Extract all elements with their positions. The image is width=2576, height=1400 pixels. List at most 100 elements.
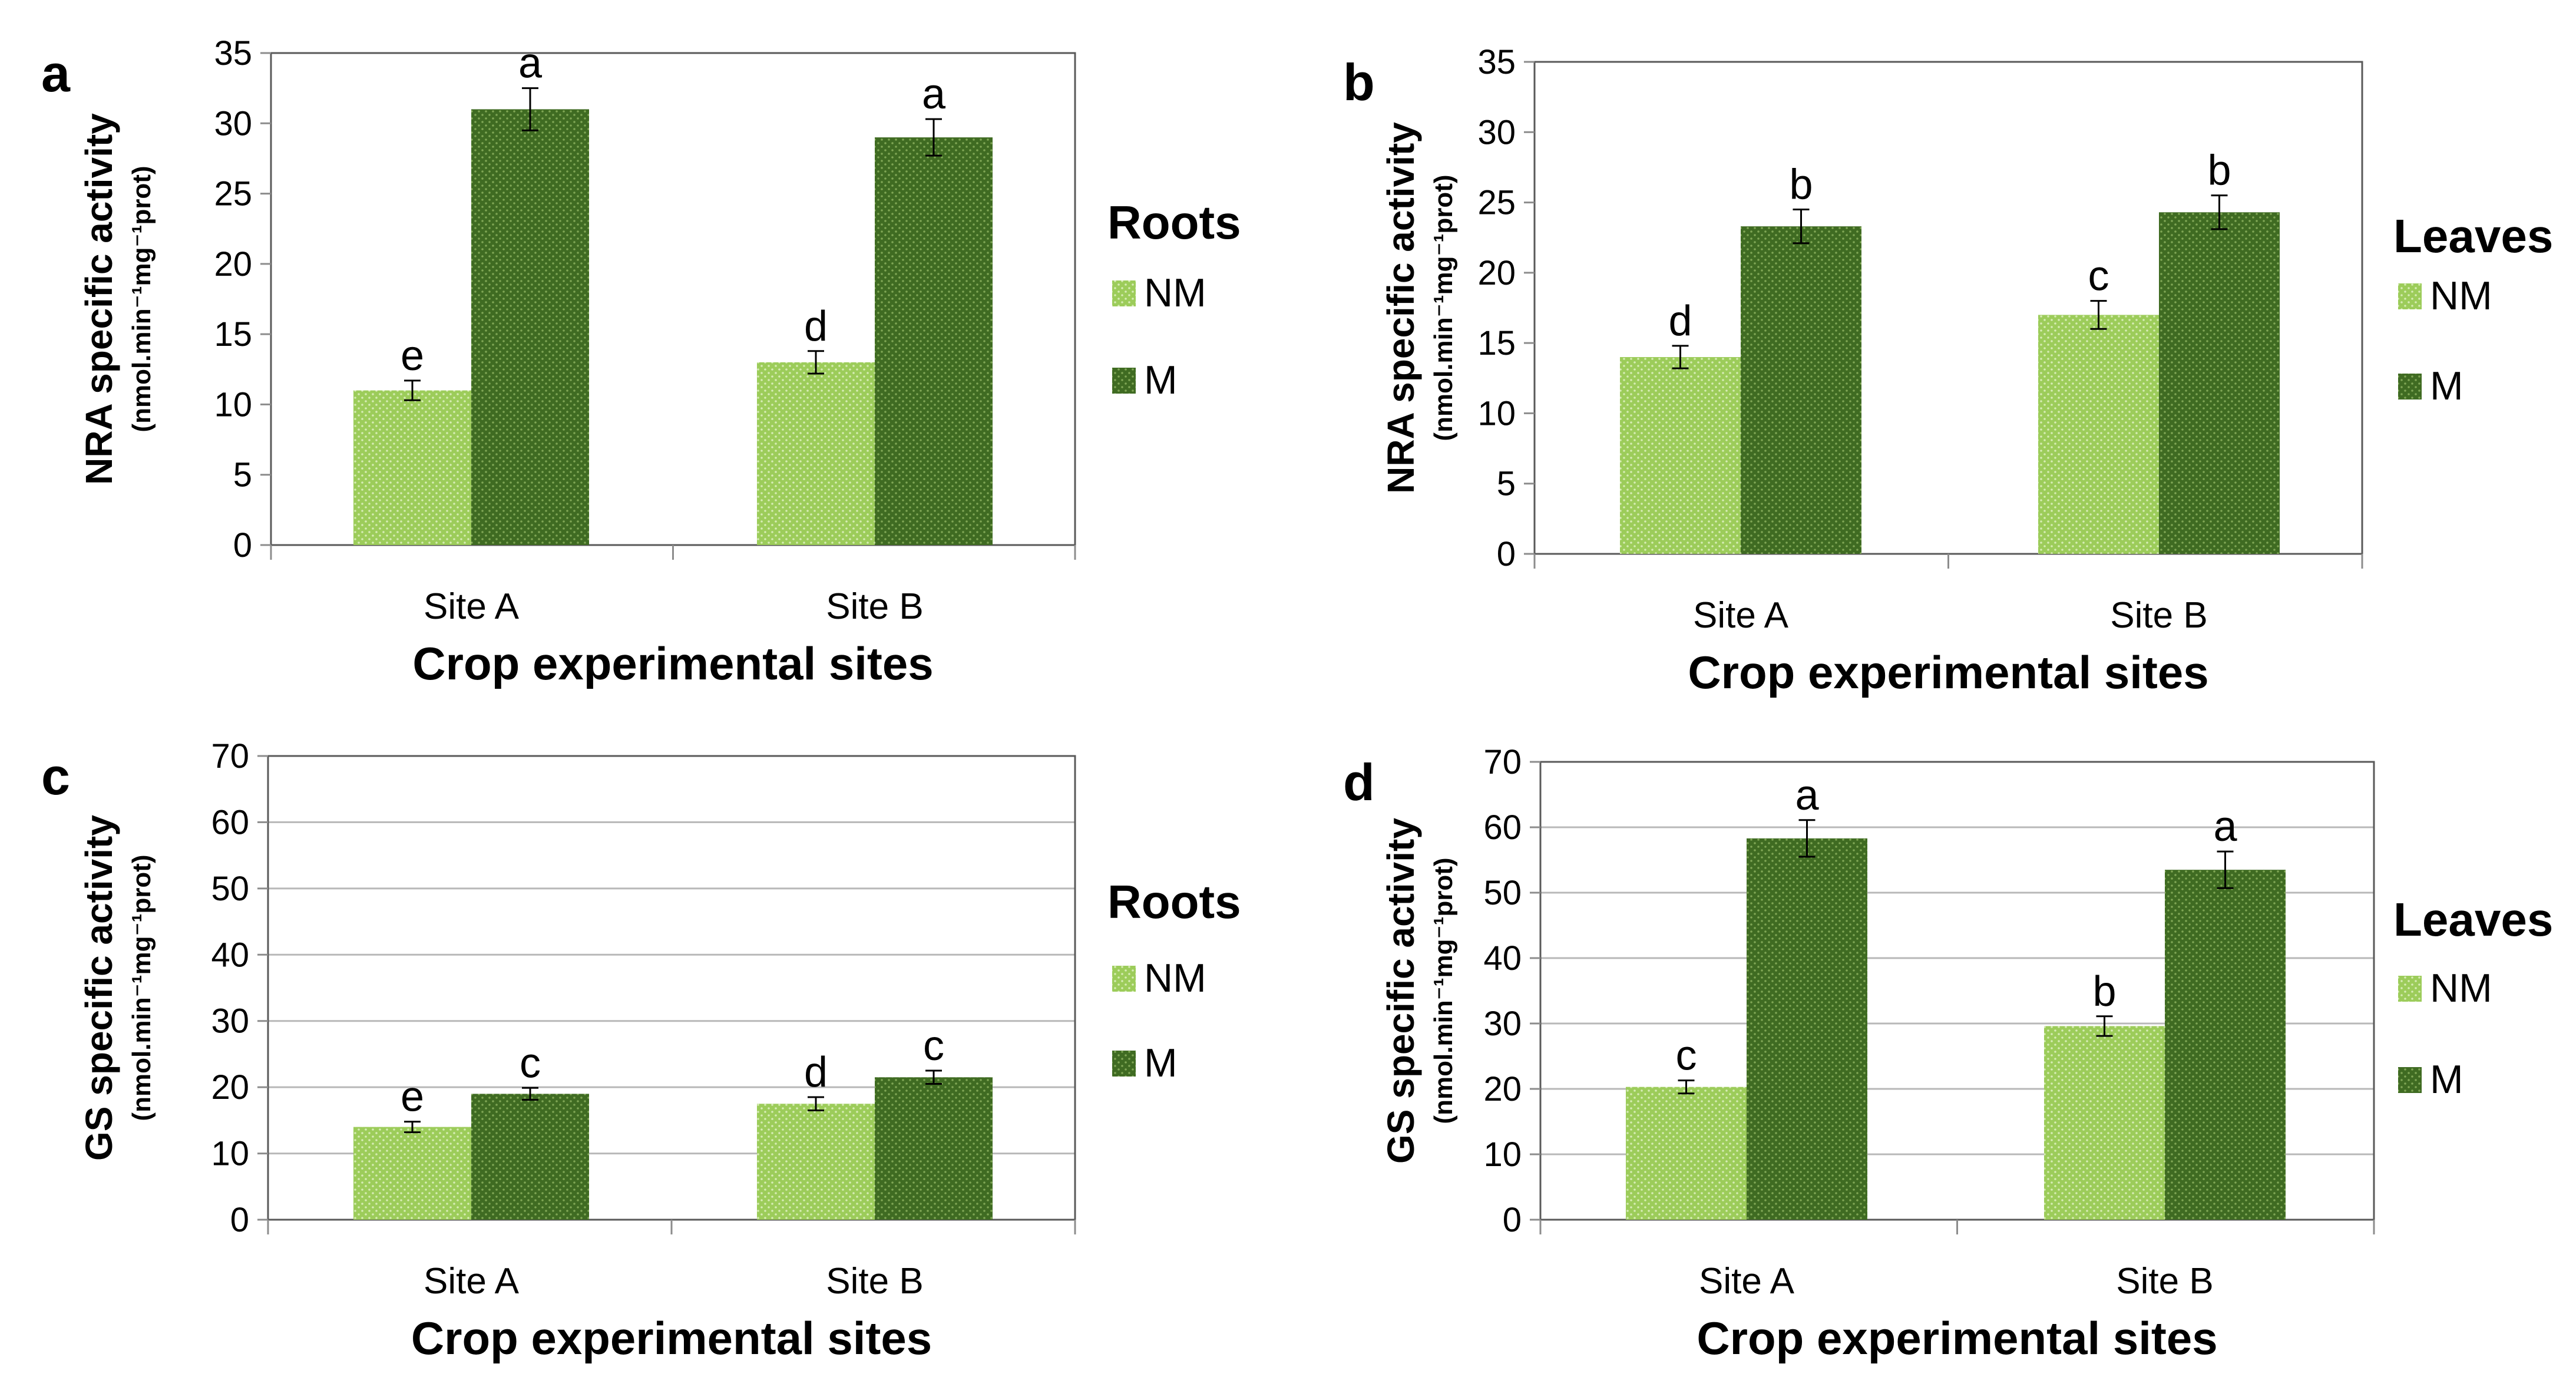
y-tick-label: 50 (1483, 874, 1522, 912)
panel-letter: b (1343, 53, 1375, 111)
significance-letter: c (923, 1022, 944, 1069)
chart-panel-d: d 0 10 20 30 40 50 60 70 Site A Site B Crop experim… (1343, 743, 2553, 1364)
bar-m-1 (2159, 212, 2280, 554)
y-tick-label: 20 (211, 1068, 249, 1107)
legend: Roots NM M (1107, 876, 1241, 1085)
y-tick-label: 15 (1477, 324, 1516, 362)
y-tick-label: 0 (1503, 1201, 1522, 1239)
x-axis-title: Crop experimental sites (411, 1312, 932, 1364)
x-axis-title: Crop experimental sites (1688, 646, 2208, 698)
legend-label-m: M (2430, 364, 2463, 408)
legend-swatch-m (1112, 1051, 1136, 1077)
x-tick-label: Site B (2116, 1261, 2213, 1302)
legend-swatch-m (2398, 374, 2422, 399)
panel-letter: c (41, 747, 70, 805)
y-axis-unit: (nmol.min⁻¹mg⁻¹prot) (1429, 857, 1458, 1124)
y-tick-label: 70 (211, 737, 249, 775)
legend-swatch-nm (2398, 283, 2422, 309)
y-tick-label: 35 (1477, 43, 1516, 81)
y-tick-label: 15 (214, 315, 252, 354)
chart-panel-b: b 0 5 10 15 20 25 30 35 Site A Site B Crop experime… (1343, 43, 2553, 698)
x-tick-label: Site B (826, 1261, 923, 1302)
y-axis-title: NRA specific activity (78, 113, 120, 485)
legend-title: Roots (1107, 196, 1241, 249)
legend-title: Leaves (2393, 210, 2553, 262)
x-axis-title: Crop experimental sites (412, 638, 933, 689)
bar-nm-0 (1626, 1087, 1747, 1220)
chart-panel-a: a 0 5 10 15 20 25 30 35 Site A Site B Crop experime… (41, 34, 1241, 689)
y-axis-title: GS specific activity (1380, 818, 1422, 1164)
legend-label-nm: NM (1144, 270, 1206, 315)
legend-title: Roots (1107, 876, 1241, 928)
y-tick-label: 5 (233, 456, 252, 494)
legend-swatch-nm (1112, 966, 1136, 992)
y-tick-label: 30 (214, 104, 252, 143)
bar-m-0 (1747, 838, 1867, 1220)
y-axis-unit: (nmol.min⁻¹mg⁻¹prot) (127, 166, 156, 432)
legend-label-nm: NM (2430, 273, 2492, 318)
legend-label-nm: NM (1144, 956, 1206, 1001)
legend-swatch-m (1112, 368, 1136, 394)
y-tick-label: 20 (1483, 1070, 1522, 1108)
legend: Roots NM M (1107, 196, 1241, 402)
significance-letter: d (804, 303, 828, 350)
significance-letter: a (922, 71, 946, 118)
x-tick-label: Site A (424, 586, 520, 627)
legend-label-nm: NM (2430, 966, 2492, 1011)
y-tick-label: 25 (214, 175, 252, 213)
y-tick-label: 30 (1483, 1005, 1522, 1043)
significance-letter: a (2213, 803, 2237, 850)
y-tick-label: 5 (1497, 465, 1516, 503)
legend: Leaves NM M (2393, 893, 2553, 1102)
y-tick-label: 70 (1483, 743, 1522, 781)
x-tick-label: Site B (826, 586, 923, 627)
bar-m-1 (875, 1077, 993, 1220)
x-tick-label: Site A (1699, 1261, 1795, 1302)
bar-nm-1 (2038, 315, 2159, 554)
bar-nm-0 (353, 1127, 471, 1220)
y-tick-label: 35 (214, 34, 252, 72)
y-axis-unit: (nmol.min⁻¹mg⁻¹prot) (127, 854, 156, 1121)
significance-letter: a (518, 40, 543, 87)
y-tick-label: 20 (214, 245, 252, 283)
y-tick-label: 50 (211, 870, 249, 908)
y-tick-label: 0 (233, 526, 252, 564)
legend-title: Leaves (2393, 893, 2553, 946)
bar-nm-0 (353, 390, 471, 545)
x-tick-label: Site B (2110, 595, 2207, 636)
y-axis-unit: (nmol.min⁻¹mg⁻¹prot) (1429, 174, 1458, 441)
bar-nm-1 (2044, 1026, 2165, 1220)
significance-letter: c (1676, 1032, 1697, 1079)
y-tick-label: 30 (1477, 113, 1516, 151)
significance-letter: d (804, 1049, 828, 1096)
panel-letter: a (41, 44, 71, 103)
y-tick-label: 0 (230, 1201, 249, 1239)
legend-swatch-m (2398, 1067, 2422, 1093)
bar-m-0 (471, 109, 589, 545)
y-tick-label: 20 (1477, 254, 1516, 292)
legend: Leaves NM M (2393, 210, 2553, 408)
bar-m-1 (875, 137, 993, 546)
panel-letter: d (1343, 753, 1375, 811)
significance-letter: b (2207, 147, 2231, 194)
significance-letter: c (520, 1039, 541, 1087)
bar-nm-0 (1620, 357, 1741, 554)
chart-panel-c: c 0 10 20 30 40 50 60 70 Site A Site B Crop experim… (41, 737, 1241, 1364)
legend-label-m: M (2430, 1057, 2463, 1102)
bar-m-1 (2165, 870, 2286, 1220)
y-tick-label: 10 (211, 1135, 249, 1173)
y-axis-title: NRA specific activity (1380, 122, 1422, 494)
bar-m-0 (471, 1094, 589, 1220)
y-tick-label: 60 (1483, 808, 1522, 847)
legend-swatch-nm (1112, 280, 1136, 306)
y-tick-label: 25 (1477, 184, 1516, 222)
x-tick-label: Site A (1693, 595, 1789, 636)
significance-letter: b (1789, 161, 1813, 209)
bar-nm-1 (757, 362, 875, 545)
x-tick-label: Site A (424, 1261, 520, 1302)
significance-letter: d (1668, 298, 1692, 345)
y-tick-label: 10 (1483, 1135, 1522, 1174)
bar-nm-1 (757, 1104, 875, 1220)
legend-label-m: M (1144, 358, 1178, 402)
